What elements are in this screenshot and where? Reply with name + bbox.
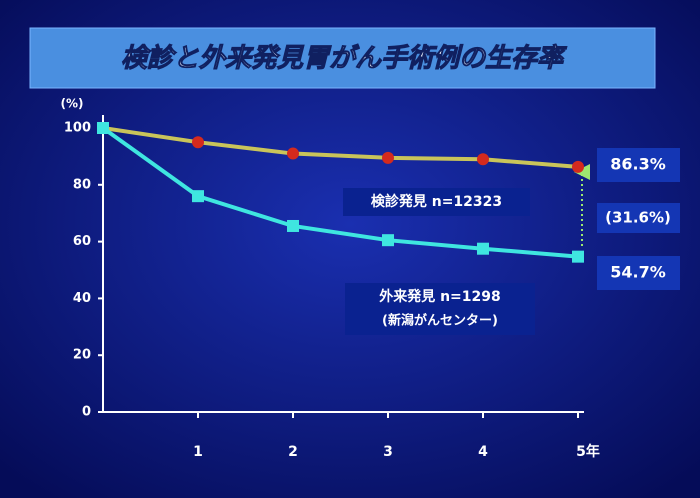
series-label-box — [345, 283, 535, 335]
y-axis-label: (%) — [61, 97, 84, 111]
annotation: (31.6%) — [605, 209, 671, 227]
series-line — [101, 126, 579, 259]
point-marker — [572, 160, 584, 173]
point-marker — [382, 151, 394, 164]
value-label-box — [597, 256, 680, 290]
point-marker — [192, 190, 204, 203]
point-marker — [192, 136, 204, 149]
y-tick-label: 0 — [82, 405, 91, 420]
y-tick-label: 20 — [73, 348, 91, 363]
series-line — [102, 126, 579, 169]
x-tick-label: 1 — [193, 444, 203, 460]
value-label: 86.3% — [610, 155, 666, 174]
x-tick-label: 4 — [478, 444, 488, 460]
y-tick-label: 60 — [73, 234, 91, 249]
point-marker — [572, 250, 584, 263]
y-tick-label: 100 — [64, 121, 91, 136]
point-marker — [287, 147, 299, 160]
chart-title: 検診と外来発見胃がん手術例の生存率 — [121, 44, 567, 74]
title-box — [29, 27, 656, 89]
series-label: 検診発見 n=12323 — [371, 193, 502, 210]
series-label-box — [343, 188, 530, 216]
point-marker — [382, 234, 394, 247]
series-note: (新潟がんセンター) — [382, 313, 498, 329]
point-marker — [477, 153, 489, 166]
x-tick-label: 2 — [288, 444, 298, 460]
point-marker — [477, 242, 489, 255]
annotation-box — [597, 203, 680, 233]
point-marker — [287, 219, 299, 232]
x-tick-label: 3 — [383, 444, 393, 460]
value-label: 54.7% — [610, 263, 666, 282]
y-tick-label: 40 — [73, 291, 91, 306]
series-label: 外来発見 n=1298 — [379, 288, 501, 305]
x-tick-label: 5年 — [576, 443, 600, 460]
value-label-box — [597, 148, 680, 182]
point-marker — [97, 122, 109, 134]
y-tick-label: 80 — [73, 177, 91, 192]
